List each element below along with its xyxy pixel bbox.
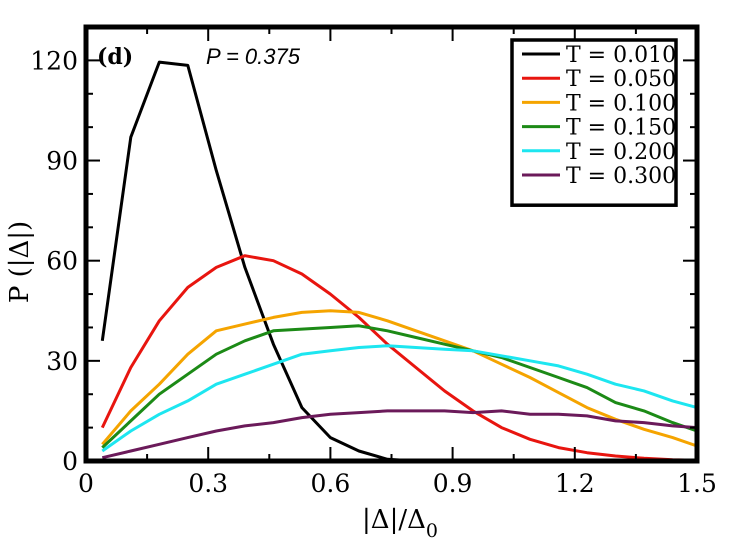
- x-tick-label: 0.9: [433, 469, 473, 498]
- legend-label-4: T = 0.200: [566, 140, 676, 165]
- x-tick-label: 1.2: [555, 469, 595, 498]
- series-line-4: [101, 344, 698, 453]
- x-axis-title: |Δ|/Δ0: [362, 505, 438, 542]
- series-line-3: [101, 324, 698, 449]
- x-axis-title-main: |Δ|/Δ: [362, 505, 426, 535]
- x-tick-label: 0.3: [188, 469, 228, 498]
- plot-frame: [83, 24, 700, 464]
- y-axis-title: P (|Δ|): [5, 221, 35, 303]
- series-layer: [100, 60, 698, 463]
- legend-box: [510, 38, 678, 207]
- legend-label-2: T = 0.100: [566, 91, 676, 116]
- series-line-5: [101, 409, 698, 460]
- y-tick-label: 90: [46, 147, 78, 176]
- panel-label: (d): [97, 44, 133, 70]
- y-tick-label: 60: [46, 247, 78, 276]
- y-tick-label: 30: [46, 347, 78, 376]
- x-tick-label: 0: [78, 469, 94, 498]
- series-line-0: [100, 60, 416, 463]
- series-line-2: [101, 309, 698, 448]
- annotation-p-value: P = 0.375: [206, 44, 301, 69]
- y-tick-label: 0: [62, 447, 78, 476]
- ticks-layer: 0 0.3 0.6 0.9 1.2 1.5 0 30 60 90 120: [30, 27, 717, 498]
- series-line-1: [100, 254, 698, 462]
- x-tick-label: 1.5: [677, 469, 717, 498]
- x-axis-title-subscript: 0: [426, 520, 438, 542]
- legend-label-5: T = 0.300: [566, 164, 676, 189]
- legend-label-1: T = 0.050: [566, 67, 676, 92]
- legend-label-3: T = 0.150: [566, 116, 676, 141]
- legend-label-0: T = 0.010: [566, 43, 676, 68]
- x-tick-label: 0.6: [311, 469, 351, 498]
- y-tick-label: 120: [30, 46, 78, 75]
